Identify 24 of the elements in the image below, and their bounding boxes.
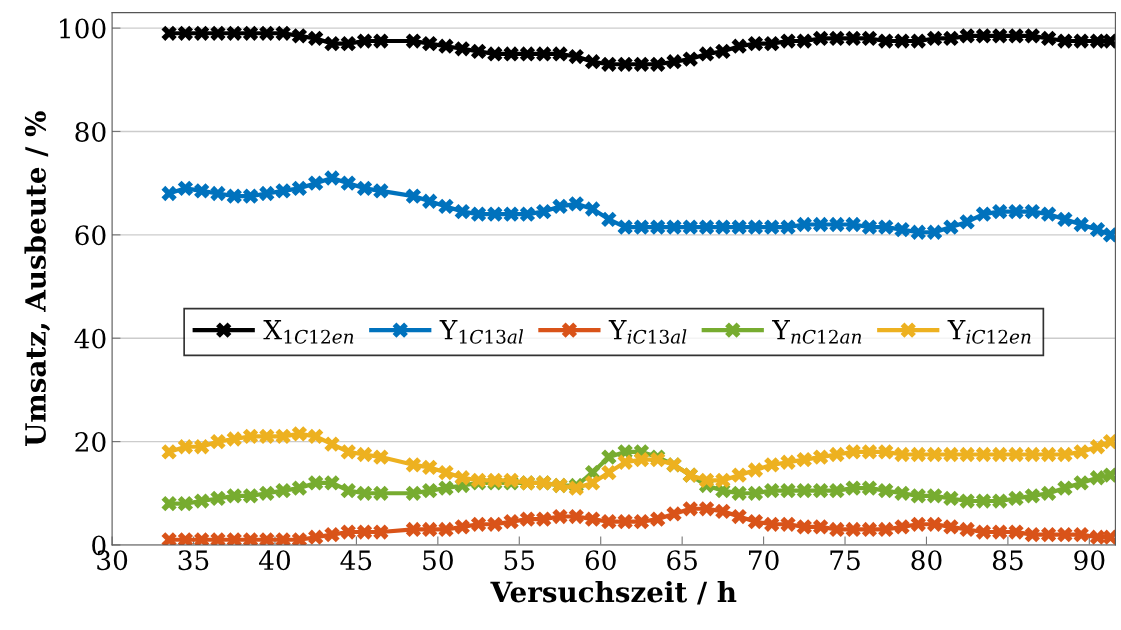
legend-label: Y$_{iC13al}$	[608, 320, 687, 344]
x-tick-label: 60	[585, 550, 616, 571]
y-tick-label: 100	[60, 18, 106, 39]
y-tick-label: 40	[74, 328, 106, 349]
x-tick-label: 70	[749, 550, 779, 571]
x-tick-label: 85	[992, 550, 1023, 571]
x-tick-label: 65	[667, 550, 697, 571]
legend-label: Y$_{nC12an}$	[772, 320, 862, 344]
x-tick-label: 35	[178, 550, 209, 571]
y-tick-label: 20	[75, 432, 106, 452]
y-axis-title: Umsatz, Ausbeute / %	[24, 111, 51, 446]
x-tick-label: 40	[258, 550, 291, 571]
x-tick-label: 50	[423, 550, 453, 571]
x-axis-title: Versuchszeit / h	[490, 580, 737, 605]
x-tick-label: 45	[340, 550, 372, 571]
y-tick-label: 60	[75, 225, 106, 246]
legend-label: Y$_{1C13al}$	[439, 320, 524, 344]
x-tick-label: 80	[911, 550, 942, 571]
x-tick-label: 75	[830, 550, 860, 571]
x-tick-label: 90	[1074, 550, 1105, 571]
legend-label: X$_{1C12en}$	[263, 320, 354, 344]
legend-label: Y$_{iC12en}$	[947, 320, 1031, 344]
x-tick-label: 55	[504, 550, 535, 571]
y-tick-label: 80	[75, 121, 106, 142]
